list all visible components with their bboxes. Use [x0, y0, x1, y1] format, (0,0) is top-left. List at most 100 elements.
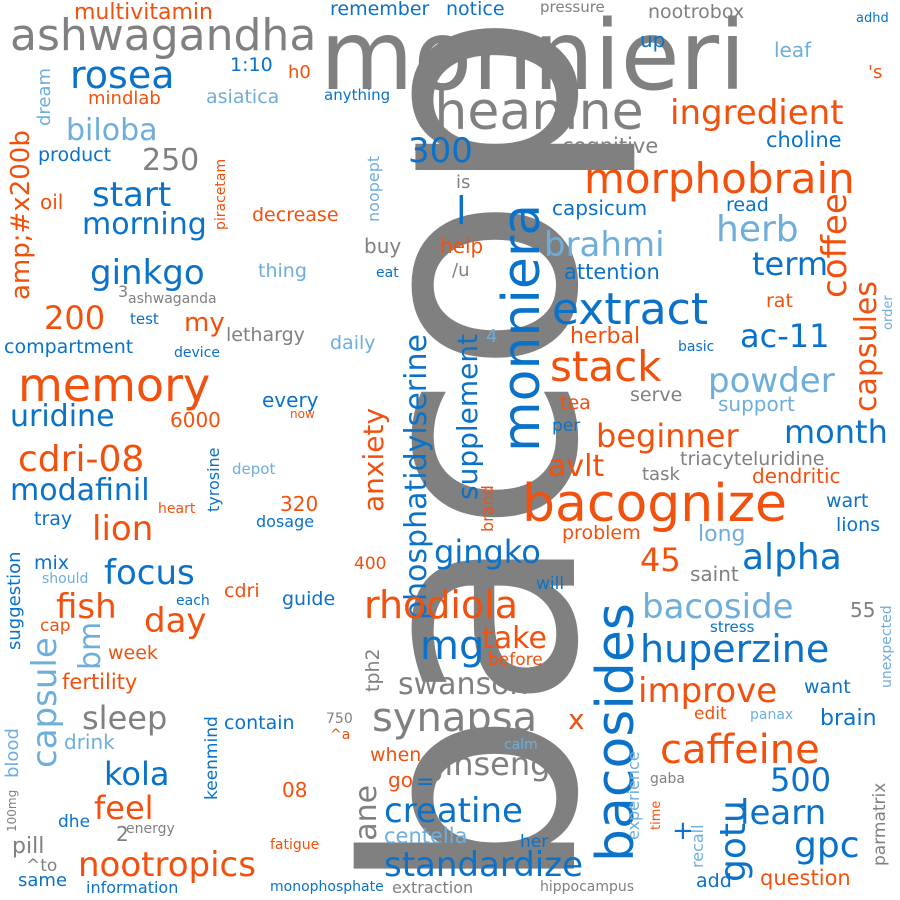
word-suggestion: suggestion: [4, 551, 25, 650]
word-brain: brain: [820, 706, 877, 731]
word-ashwaganda: ashwaganda: [128, 291, 217, 307]
word-dhe: dhe: [58, 812, 91, 832]
word-dendritic: dendritic: [752, 464, 841, 488]
word-help: help: [440, 234, 484, 258]
word-improve: improve: [638, 671, 778, 711]
word-brahmi: brahmi: [544, 225, 665, 265]
word-monnieri: monnieri: [320, 0, 746, 112]
word-read: read: [726, 194, 769, 216]
word-go: go: [388, 768, 413, 792]
word-swanson: swanson: [398, 667, 529, 702]
word-energy: energy: [126, 821, 175, 837]
word-recall: recall: [688, 824, 707, 868]
word-information: information: [86, 878, 179, 897]
word-amp: amp;#x200b: [6, 130, 36, 300]
word-rosea: rosea: [70, 53, 175, 97]
word-basic: basic: [678, 339, 715, 355]
word-320: 320: [280, 492, 319, 516]
word-400: 400: [354, 554, 387, 574]
word-gaba: gaba: [650, 771, 685, 787]
word-4: 4: [486, 326, 498, 347]
word-unexpected: unexpected: [879, 605, 895, 688]
word-every: every: [262, 388, 319, 412]
word-creatine: creatine: [384, 791, 523, 831]
word-dosage: dosage: [256, 512, 315, 531]
word-extract: extract: [552, 284, 709, 335]
word-mane: mane: [349, 784, 384, 870]
word-2: 2: [116, 822, 129, 846]
word-tea: tea: [560, 392, 591, 414]
word-is: is: [456, 172, 471, 193]
word-contain: contain: [224, 712, 295, 734]
word-synapsa: synapsa: [372, 695, 538, 741]
word-depot: depot: [232, 460, 276, 478]
word-3: 3: [118, 282, 129, 301]
word-cap: cap: [40, 616, 71, 636]
word-a: ^a: [330, 727, 351, 743]
word-500: 500: [770, 761, 832, 799]
word-fish: fish: [56, 587, 117, 627]
word-up: up: [640, 28, 666, 52]
word-feel: feel: [94, 789, 154, 827]
word-eq: =: [416, 770, 435, 795]
word-learn: learn: [740, 793, 827, 833]
word-uridine: uridine: [10, 399, 115, 434]
word-pill: pill: [12, 834, 45, 859]
word-ginseng: ginseng: [424, 745, 551, 783]
word-s: 's: [868, 62, 883, 83]
word-plus: +: [672, 816, 694, 846]
word-start: start: [92, 175, 172, 215]
word-multivitamin: multivitamin: [74, 0, 213, 25]
word-kola: kola: [104, 755, 170, 793]
word-standardize: standardize: [384, 845, 584, 885]
word-nootrobox: nootrobox: [648, 1, 745, 23]
word-problem: problem: [562, 522, 641, 544]
word-month: month: [784, 413, 888, 451]
word-memory: memory: [18, 358, 211, 412]
word-product: product: [38, 144, 112, 166]
word-tph2: tph2: [362, 648, 384, 692]
word-before: before: [488, 650, 543, 670]
word-250: 250: [142, 143, 200, 178]
word-stress: stress: [710, 618, 755, 636]
word-caffeine: caffeine: [660, 727, 820, 773]
word-asiatica: asiatica: [206, 86, 280, 108]
word-hippocampus: hippocampus: [540, 879, 635, 895]
word-rat: rat: [766, 290, 793, 312]
word-mix: mix: [34, 552, 70, 574]
word-oil: oil: [40, 190, 64, 214]
word-morning: morning: [82, 207, 207, 242]
word-edit: edit: [694, 704, 727, 724]
word-will: will: [536, 574, 565, 594]
word-triacyteluridine: triacyteluridine: [680, 448, 825, 470]
word-h0: h0: [288, 62, 311, 83]
word-55: 55: [850, 598, 876, 622]
word-leaf: leaf: [774, 38, 812, 62]
word-adhd: adhd: [856, 11, 889, 26]
word-pressure: pressure: [540, 0, 605, 16]
word-cdri: cdri: [224, 580, 260, 602]
word-supplement: supplement: [451, 333, 484, 500]
word-my: my: [184, 308, 225, 338]
word-focus: focus: [104, 553, 195, 593]
word-750: 750: [326, 711, 353, 727]
word-buy: buy: [364, 234, 402, 258]
word-tray: tray: [34, 508, 73, 530]
word-gingko: gingko: [434, 533, 541, 571]
word-when: when: [370, 744, 422, 766]
word-phosphatidylserine: phosphatidylserine: [399, 334, 434, 620]
word-wart: wart: [826, 490, 869, 512]
word-blood: blood: [2, 728, 23, 778]
word-anything: anything: [324, 86, 391, 104]
word-test: test: [130, 310, 159, 328]
word-choline: choline: [766, 128, 842, 152]
word-serve: serve: [630, 384, 683, 406]
word-drink: drink: [64, 730, 115, 754]
word-keenmind: keenmind: [202, 716, 222, 800]
word-monniera: monniera: [492, 203, 552, 452]
word-brand: brand: [478, 485, 497, 532]
word-each: each: [176, 593, 210, 609]
word-capsule: capsule: [25, 637, 65, 768]
word-alpha: alpha: [742, 537, 842, 578]
